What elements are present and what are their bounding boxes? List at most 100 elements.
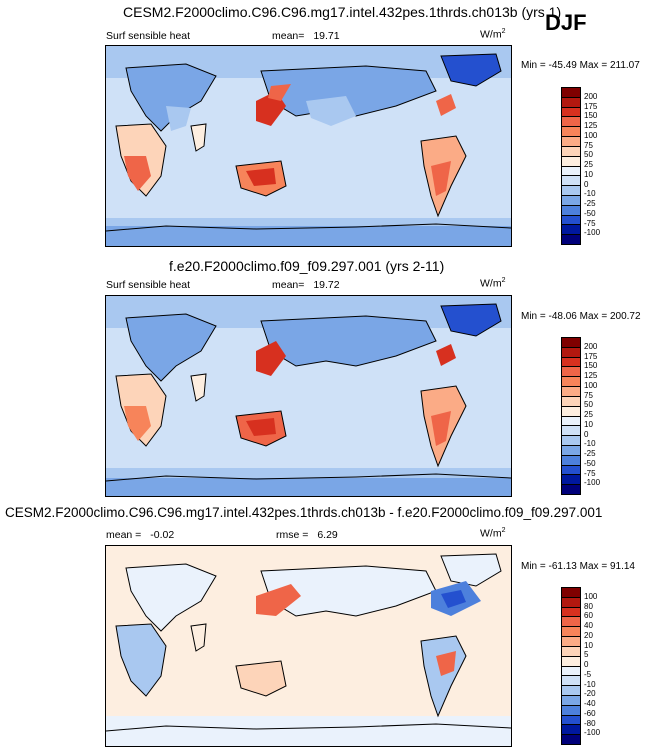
panel-3-title: CESM2.F2000climo.C96.C96.mg17.intel.432p…	[5, 505, 603, 520]
colorbar-swatch	[562, 465, 580, 476]
colorbar-swatch	[562, 445, 580, 456]
colorbar-tick-label: 175	[584, 351, 598, 361]
panel-3-colorbar	[561, 587, 581, 745]
colorbar-tick-label: 25	[584, 160, 593, 169]
panel-2-colorbar-ticks: 200 175 150 125 100 75 50 25 10 0 -10 -25 -50 -75 -100	[584, 337, 624, 493]
colorbar-tick-label: -100	[584, 728, 601, 738]
colorbar-tick-label: 175	[584, 101, 598, 111]
colorbar-tick-label: 100	[584, 380, 598, 390]
colorbar-swatch	[562, 146, 580, 157]
colorbar-swatch	[562, 646, 580, 657]
panel-3-rmse: rmse = 6.29	[276, 529, 338, 541]
panel-3-minmax: Min = -61.13 Max = 91.14	[521, 561, 635, 572]
panel-3-rmse-value: 6.29	[317, 529, 338, 541]
panel-3-mean: mean = -0.02	[106, 529, 174, 541]
colorbar-tick-label: 150	[584, 361, 598, 371]
colorbar-swatch	[562, 436, 580, 446]
colorbar-swatch	[562, 377, 580, 388]
colorbar-swatch	[562, 607, 580, 618]
colorbar-swatch	[562, 186, 580, 196]
panel-1-units: W/m2	[480, 28, 505, 41]
colorbar-tick-label: -80	[584, 718, 596, 728]
colorbar-swatch	[562, 656, 580, 667]
colorbar-tick-label: 100	[584, 130, 598, 140]
colorbar-swatch	[562, 225, 580, 236]
colorbar-tick-label: 75	[584, 140, 593, 150]
colorbar-tick-label: -20	[584, 689, 596, 699]
colorbar-swatch	[562, 588, 580, 598]
colorbar-tick-label: -50	[584, 458, 596, 468]
colorbar-swatch	[562, 686, 580, 696]
colorbar-tick-label: 0	[584, 179, 589, 189]
colorbar-tick-label: 80	[584, 601, 593, 611]
panel-3-map-graphic	[106, 546, 511, 746]
colorbar-swatch	[562, 235, 580, 244]
season-label: DJF	[545, 10, 587, 35]
colorbar-tick-label: 75	[584, 390, 593, 400]
colorbar-swatch	[562, 695, 580, 706]
colorbar-swatch	[562, 475, 580, 486]
panel-3-max-label: Max =	[579, 561, 608, 572]
panel-1-map	[105, 45, 512, 247]
colorbar-tick-label: 20	[584, 630, 593, 640]
panel-3-min-label: Min =	[521, 561, 546, 572]
colorbar-swatch	[562, 426, 580, 437]
colorbar-tick-label: -25	[584, 449, 596, 458]
colorbar-swatch	[562, 676, 580, 687]
panel-1-mean-value: 19.71	[313, 30, 340, 42]
colorbar-swatch	[562, 387, 580, 397]
panel-1-colorbar-ticks: 200 175 150 125 100 75 50 25 10 0 -10 -25 -50 -75 -100	[584, 87, 624, 243]
colorbar-tick-label: 100	[584, 591, 598, 601]
panel-3-units: W/m2	[480, 527, 505, 540]
colorbar-swatch	[562, 396, 580, 407]
panel-1-min-label: Min =	[521, 60, 546, 71]
panel-2-title: f.e20.F2000climo.f09_f09.297.001 (yrs 2-…	[169, 258, 445, 274]
panel-2-mean-value: 19.72	[313, 279, 340, 291]
colorbar-tick-label: 125	[584, 121, 598, 130]
colorbar-swatch	[562, 215, 580, 226]
panel-3-map	[105, 545, 512, 747]
colorbar-swatch	[562, 137, 580, 147]
colorbar-tick-label: -75	[584, 218, 596, 228]
colorbar-swatch	[562, 725, 580, 736]
colorbar-swatch	[562, 416, 580, 427]
panel-2-variable-label: Surf sensible heat	[106, 279, 191, 291]
colorbar-swatch	[562, 617, 580, 628]
colorbar-tick-label: 50	[584, 400, 593, 410]
panel-2-max-value: 200.72	[609, 311, 641, 322]
colorbar-tick-label: -40	[584, 699, 596, 708]
panel-2-mean-label: mean=	[272, 279, 305, 291]
colorbar-swatch	[562, 357, 580, 368]
colorbar-tick-label: -25	[584, 199, 596, 208]
colorbar-tick-label: 0	[584, 660, 589, 669]
panel-2-units-exp: 2	[501, 277, 506, 284]
panel-1-map-graphic	[106, 46, 511, 246]
colorbar-tick-label: -60	[584, 708, 596, 718]
colorbar-swatch	[562, 195, 580, 206]
colorbar-tick-label: 5	[584, 650, 589, 660]
colorbar-tick-label: 150	[584, 111, 598, 121]
colorbar-swatch	[562, 156, 580, 167]
panel-3-mean-value: -0.02	[150, 529, 175, 541]
panel-1-minmax: Min = -45.49 Max = 211.07	[521, 60, 640, 71]
panel-3-units-text: W/m	[480, 527, 502, 540]
colorbar-tick-label: 50	[584, 150, 593, 160]
panel-1-units-exp: 2	[501, 28, 506, 35]
colorbar-swatch	[562, 637, 580, 647]
colorbar-swatch	[562, 715, 580, 726]
panel-2-map	[105, 295, 512, 497]
colorbar-tick-label: -10	[584, 439, 596, 449]
colorbar-swatch	[562, 367, 580, 378]
colorbar-tick-label: -75	[584, 468, 596, 478]
colorbar-tick-label: -50	[584, 208, 596, 218]
colorbar-swatch	[562, 485, 580, 494]
colorbar-swatch	[562, 166, 580, 177]
colorbar-swatch	[562, 88, 580, 98]
colorbar-swatch	[562, 666, 580, 677]
panel-1-max-value: 211.07	[609, 60, 640, 71]
colorbar-tick-label: -5	[584, 669, 592, 679]
panel-2-min-label: Min =	[521, 311, 546, 322]
panel-1-mean-label: mean=	[272, 30, 305, 42]
panel-1-colorbar	[561, 87, 581, 245]
panel-3-units-exp: 2	[501, 527, 506, 534]
